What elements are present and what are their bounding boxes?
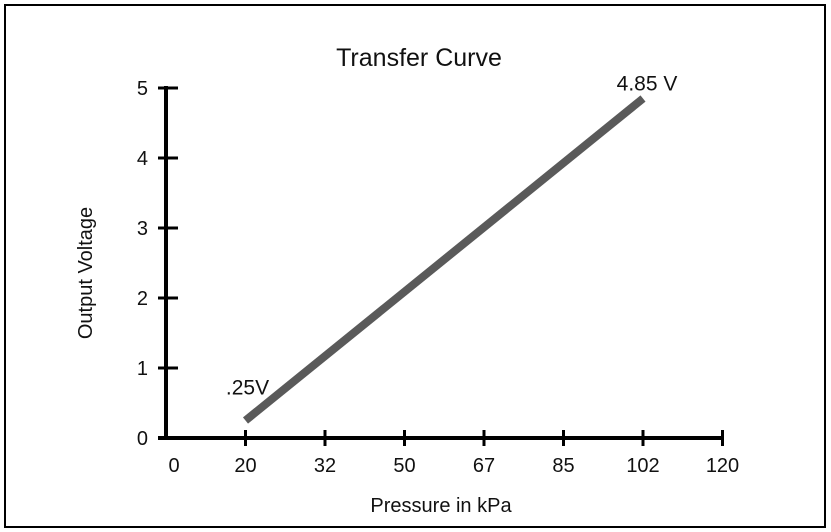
x-tick-label: 67 [473,455,495,477]
y-tick-label: 0 [137,428,148,450]
annotations-layer: .25V 4.85 V [226,73,677,400]
x-tick-label: 120 [706,455,739,477]
y-tick-label: 5 [137,78,148,100]
x-tick-label: 32 [314,455,336,477]
y-tick-label: 3 [137,218,148,240]
y-tick-label: 2 [137,288,148,310]
chart-frame: Transfer Curve Pressure in kPa Output Vo… [4,4,826,528]
x-tick-label: 102 [626,455,659,477]
x-tick-label: 50 [393,455,415,477]
x-tick-label: 0 [168,455,179,477]
start-value-label: .25V [226,377,269,400]
y-tick-label: 1 [137,358,148,380]
series-layer [242,95,646,424]
chart-title: Transfer Curve [336,44,502,72]
y-tick-label: 4 [137,148,148,170]
transfer-curve-chart: Transfer Curve Pressure in kPa Output Vo… [75,44,739,517]
x-axis-label: Pressure in kPa [370,495,512,517]
end-value-label: 4.85 V [617,73,678,96]
y-axis-label: Output Voltage [75,207,97,339]
transfer-curve-line [242,95,646,424]
x-tick-label: 85 [552,455,574,477]
axis-ticks: 0 20 32 50 67 85 102 120 0 1 2 3 4 5 [137,78,739,477]
x-tick-label: 20 [234,455,256,477]
